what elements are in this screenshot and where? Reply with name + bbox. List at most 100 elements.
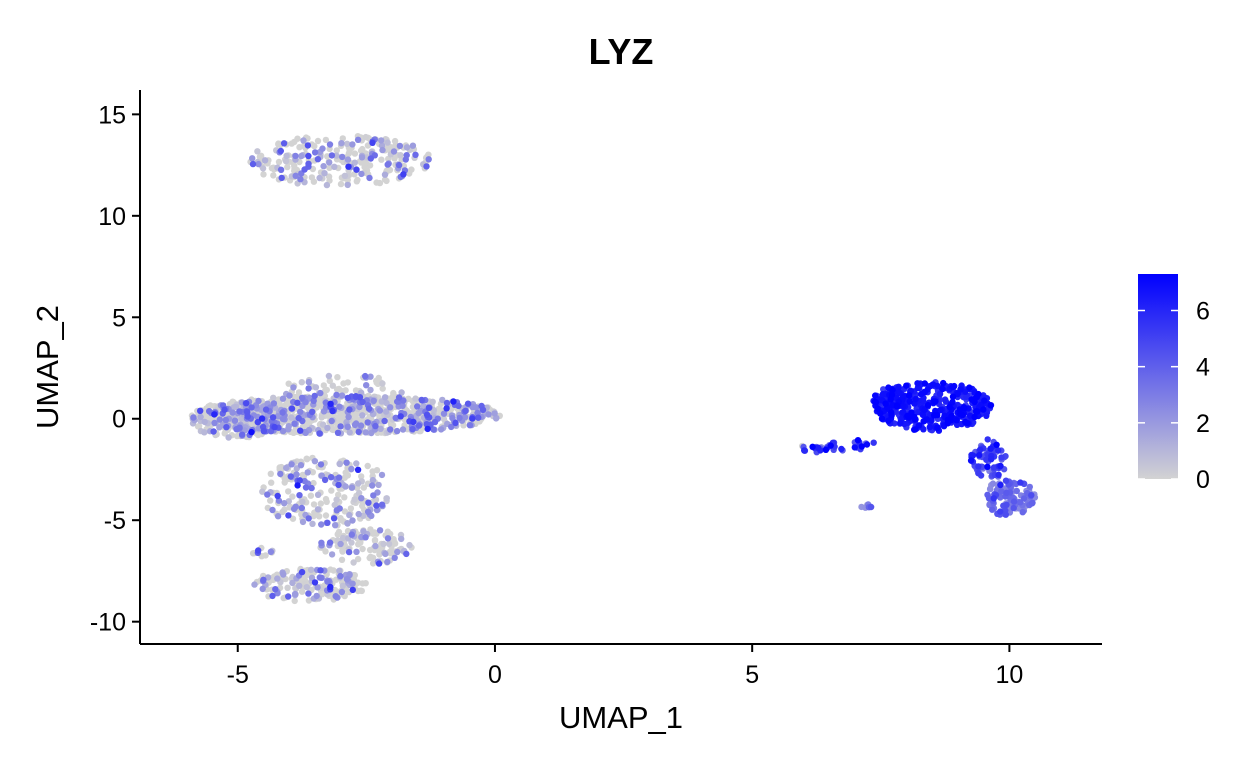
- data-point: [912, 395, 919, 403]
- data-point: [336, 567, 343, 574]
- data-point: [251, 581, 258, 588]
- data-point: [328, 417, 335, 425]
- data-point: [365, 405, 373, 412]
- data-point: [920, 397, 927, 405]
- data-point: [298, 379, 305, 386]
- data-point: [946, 403, 953, 410]
- data-point: [270, 172, 277, 179]
- data-point: [345, 413, 352, 421]
- data-point: [342, 483, 349, 490]
- data-point: [269, 414, 277, 421]
- data-point: [888, 409, 895, 416]
- data-point: [333, 391, 340, 399]
- data-point: [314, 137, 322, 145]
- data-point: [343, 576, 351, 583]
- data-point: [988, 456, 995, 463]
- data-point: [293, 393, 300, 401]
- data-point: [308, 574, 316, 581]
- data-point: [378, 471, 386, 479]
- data-point: [317, 461, 325, 468]
- data-point: [384, 161, 391, 168]
- data-point: [934, 411, 941, 419]
- data-point: [397, 413, 404, 420]
- data-point: [367, 386, 374, 394]
- data-point: [351, 496, 358, 503]
- data-point: [449, 414, 456, 422]
- data-point: [369, 476, 377, 484]
- data-point: [260, 171, 267, 178]
- x-axis-ticks: -5 0 5 10: [227, 644, 1023, 689]
- data-point: [335, 474, 343, 481]
- data-point: [362, 133, 369, 141]
- data-point: [801, 447, 808, 454]
- data-point: [376, 551, 383, 558]
- colorbar-tick-label: 6: [1196, 298, 1210, 326]
- data-point: [874, 405, 881, 412]
- data-point: [306, 419, 313, 427]
- data-point: [900, 409, 907, 416]
- data-point: [906, 414, 913, 421]
- data-point: [335, 481, 342, 489]
- data-point: [201, 418, 208, 426]
- data-point: [276, 399, 283, 406]
- data-point: [304, 469, 311, 476]
- data-point: [344, 156, 352, 163]
- data-point: [949, 398, 956, 406]
- data-point: [410, 418, 417, 426]
- data-point: [990, 495, 997, 502]
- data-point: [972, 408, 980, 415]
- data-point: [279, 409, 286, 416]
- data-point: [995, 447, 1002, 454]
- data-point: [1019, 509, 1026, 516]
- data-point: [372, 542, 379, 550]
- data-point: [373, 179, 380, 186]
- data-point: [288, 405, 296, 412]
- data-point: [329, 407, 336, 415]
- data-point: [339, 548, 346, 555]
- data-point: [358, 170, 365, 178]
- data-point: [983, 412, 990, 419]
- data-point: [291, 162, 298, 169]
- data-point: [377, 425, 384, 432]
- data-point: [285, 426, 292, 433]
- data-point: [349, 580, 356, 587]
- data-point: [293, 471, 300, 478]
- data-point: [895, 389, 903, 396]
- data-point: [343, 140, 351, 147]
- x-axis-title: UMAP_1: [559, 700, 683, 735]
- data-point: [398, 389, 405, 396]
- data-point: [983, 456, 990, 463]
- data-point: [954, 390, 961, 398]
- data-point: [348, 484, 356, 491]
- data-point: [278, 174, 285, 182]
- data-point: [961, 405, 968, 412]
- data-point: [259, 488, 266, 495]
- data-point: [355, 510, 362, 518]
- data-point: [882, 400, 889, 407]
- data-point: [197, 407, 204, 414]
- data-point: [358, 154, 366, 161]
- data-point: [279, 427, 287, 435]
- data-point: [354, 466, 362, 473]
- data-point: [305, 597, 313, 604]
- data-point: [328, 551, 336, 558]
- data-point: [893, 403, 901, 410]
- data-point: [271, 423, 278, 431]
- data-point: [346, 511, 353, 519]
- data-point: [316, 574, 323, 581]
- data-point: [354, 176, 361, 184]
- data-point: [321, 476, 329, 484]
- data-point: [317, 389, 324, 397]
- data-point: [462, 407, 469, 414]
- data-point: [292, 152, 299, 160]
- data-point: [337, 180, 345, 188]
- data-point: [921, 406, 928, 413]
- data-point: [255, 547, 262, 554]
- data-point: [268, 479, 275, 486]
- data-point: [395, 161, 403, 169]
- data-point: [319, 145, 326, 152]
- data-point: [934, 424, 941, 431]
- data-point: [336, 505, 343, 512]
- data-point: [258, 415, 266, 422]
